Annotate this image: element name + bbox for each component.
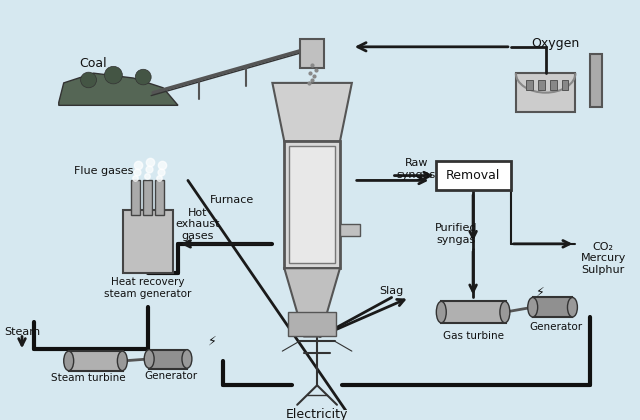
Polygon shape xyxy=(273,83,352,142)
Text: Generator: Generator xyxy=(145,371,198,381)
Bar xyxy=(143,181,152,215)
Bar xyxy=(124,210,173,273)
Bar xyxy=(155,181,164,215)
Text: Heat recovery
steam generator: Heat recovery steam generator xyxy=(104,277,192,299)
Text: Gas turbine: Gas turbine xyxy=(443,331,504,341)
Polygon shape xyxy=(59,73,178,105)
Text: Removal: Removal xyxy=(446,169,500,182)
Circle shape xyxy=(104,66,122,84)
Text: Electricity: Electricity xyxy=(286,408,348,420)
Bar xyxy=(436,161,511,190)
Text: Steam: Steam xyxy=(4,327,40,336)
Bar xyxy=(288,312,336,336)
Text: Flue gases: Flue gases xyxy=(74,165,133,176)
Circle shape xyxy=(135,69,151,85)
Bar xyxy=(442,302,506,323)
Text: Purified
syngas: Purified syngas xyxy=(435,223,477,245)
Ellipse shape xyxy=(144,350,154,368)
Ellipse shape xyxy=(568,297,577,317)
Text: Slag: Slag xyxy=(380,286,404,296)
Bar xyxy=(68,351,124,370)
Ellipse shape xyxy=(117,351,127,370)
Bar xyxy=(532,297,572,317)
Text: CO₂
Mercury
Sulphur: CO₂ Mercury Sulphur xyxy=(580,242,626,275)
Text: Oxygen: Oxygen xyxy=(531,37,580,50)
Bar xyxy=(525,80,532,90)
Bar xyxy=(131,181,140,215)
Bar xyxy=(300,39,324,68)
Text: Steam turbine: Steam turbine xyxy=(51,373,126,383)
Text: Raw
syngas: Raw syngas xyxy=(397,158,436,179)
Ellipse shape xyxy=(500,302,510,323)
Circle shape xyxy=(81,72,97,88)
Text: Generator: Generator xyxy=(529,322,582,332)
Ellipse shape xyxy=(528,297,538,317)
Bar xyxy=(516,73,575,112)
Bar xyxy=(289,146,335,263)
Polygon shape xyxy=(284,268,340,336)
Bar xyxy=(284,142,340,268)
Bar xyxy=(149,350,187,369)
Text: Hot
exhaust
gases: Hot exhaust gases xyxy=(175,208,220,241)
Ellipse shape xyxy=(436,302,446,323)
Bar xyxy=(590,54,602,107)
Bar xyxy=(561,80,568,90)
Bar xyxy=(340,224,360,236)
Ellipse shape xyxy=(182,350,192,368)
Bar xyxy=(538,80,545,90)
Bar xyxy=(550,80,557,90)
Text: ⚡: ⚡ xyxy=(209,335,217,348)
Text: Furnace: Furnace xyxy=(211,195,255,205)
Ellipse shape xyxy=(64,351,74,370)
Text: ⚡: ⚡ xyxy=(536,286,545,299)
Text: Coal: Coal xyxy=(80,57,108,70)
